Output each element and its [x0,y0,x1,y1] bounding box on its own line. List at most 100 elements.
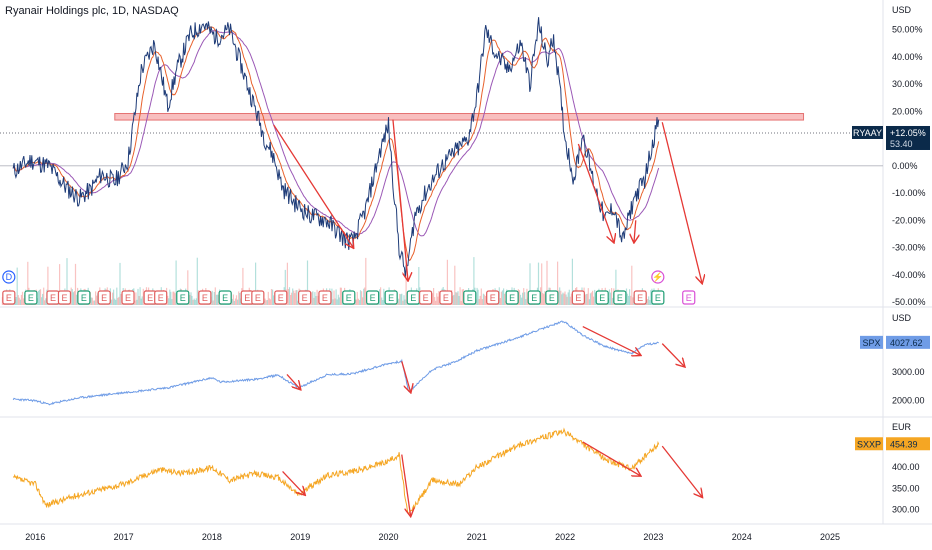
volume-bar [630,295,632,305]
sxxp-last-value-badge[interactable] [886,437,930,451]
volume-bar [238,291,240,305]
volume-bar [626,293,629,305]
ryaay-last-change: +12.05% [890,128,926,138]
volume-bar [587,288,589,305]
earnings-marker-icon[interactable] [251,290,265,305]
earnings-marker-icon[interactable] [342,290,356,305]
down-arrow-annotation[interactable] [661,122,702,283]
ryaay-y-tick-label: 50.00% [892,25,923,35]
earnings-marker-label: E [531,293,537,303]
ryaay-symbol-label: RYAAY [853,128,882,138]
volume-bar [566,296,568,305]
earnings-marker-icon[interactable] [57,290,72,305]
spx-y-tick-label: 3000.00 [892,367,925,377]
dividend-marker-icon[interactable] [2,270,16,284]
down-arrow-annotation[interactable] [582,441,640,476]
volume-bar [648,296,650,305]
down-arrow-annotation[interactable] [286,373,300,389]
resistance-zone[interactable] [114,113,805,121]
earnings-marker-icon[interactable] [633,290,647,305]
volume-bar [110,299,113,305]
earnings-marker-label: E [599,293,605,303]
volume-bar [192,299,194,305]
earnings-marker-icon[interactable] [545,290,559,305]
earnings-marker-icon[interactable] [298,290,312,305]
down-arrow-annotation[interactable] [661,343,684,367]
volume-bar [569,296,571,305]
earnings-marker-icon[interactable] [419,290,433,305]
volume-bar [189,294,191,305]
earnings-marker-icon[interactable] [24,290,38,305]
down-arrow-annotation[interactable] [401,361,411,392]
split-marker-icon[interactable] [651,270,665,284]
volume-bar [434,297,436,305]
volume-bar [500,291,502,305]
volume-bar [112,292,114,305]
earnings-marker-icon[interactable] [651,290,665,305]
earnings-marker-icon[interactable] [595,290,609,305]
volume-bar [561,294,563,305]
volume-bar [171,299,173,305]
earnings-marker-icon[interactable] [486,290,500,305]
down-arrow-annotation[interactable] [577,143,613,242]
earnings-marker-icon[interactable] [198,290,212,305]
earnings-marker-icon[interactable] [318,290,332,305]
down-arrow-annotation[interactable] [282,470,305,494]
earnings-marker-icon[interactable] [613,290,627,305]
ryaay-last-value-badge[interactable] [886,125,930,150]
earnings-marker-icon[interactable] [176,290,190,305]
earnings-marker-icon[interactable] [121,290,135,305]
volume-bar [524,292,526,305]
earnings-marker-label: E [222,293,228,303]
earnings-marker-icon[interactable] [2,290,16,305]
sxxp-last-value: 454.39 [890,439,918,449]
down-arrow-annotation[interactable] [273,124,353,248]
earnings-marker-icon[interactable] [505,290,519,305]
earnings-marker-icon[interactable] [571,290,585,305]
down-arrow-annotation[interactable] [661,445,702,497]
volume-bar [294,293,296,305]
sxxp-symbol-badge[interactable] [855,437,883,451]
earnings-marker-icon[interactable] [154,290,168,305]
sxxp-currency-label: EUR [892,422,912,432]
earnings-marker-icon[interactable] [218,290,232,305]
down-arrow-annotation[interactable] [401,454,411,516]
volume-bar [501,290,504,305]
earnings-marker-icon[interactable] [97,290,111,305]
spx-last-value-badge[interactable] [886,335,930,349]
down-arrow-annotation[interactable] [582,325,640,355]
down-arrow-annotation[interactable] [392,119,408,281]
x-tick-label: 2024 [732,532,752,542]
earnings-marker-label: E [202,293,208,303]
volume-bar [454,265,456,305]
volume-bar [237,299,239,305]
earnings-marker-icon[interactable] [77,290,91,305]
earnings-marker-label: E [180,293,186,303]
earnings-marker-icon[interactable] [384,290,398,305]
earnings-marker-icon[interactable] [682,290,696,305]
earnings-marker-icon[interactable] [439,290,453,305]
earnings-marker-icon[interactable] [527,290,541,305]
earnings-marker-label: E [410,293,416,303]
ryaay-fast-ma-line [12,26,660,262]
ryaay-y-tick-label: -40.00% [892,270,926,280]
earnings-marker-label: E [158,293,164,303]
down-arrow-annotation[interactable] [634,220,636,242]
volume-bar [336,299,338,305]
earnings-marker-label: E [61,293,67,303]
sxxp-line[interactable] [12,427,660,514]
earnings-marker-icon[interactable] [274,290,288,305]
split-marker-label: ⚡ [652,271,663,283]
volume-bar [290,295,292,305]
volume-bar [19,299,21,305]
spx-symbol-badge[interactable] [860,335,883,349]
earnings-marker-icon[interactable] [366,290,380,305]
ryaay-price-line[interactable] [12,17,660,278]
x-tick-label: 2020 [379,532,399,542]
earnings-marker-label: E [28,293,34,303]
ryaay-symbol-badge[interactable] [852,125,883,139]
spx-line[interactable] [12,320,659,406]
volume-bar [481,299,483,305]
earnings-marker-icon[interactable] [463,290,477,305]
